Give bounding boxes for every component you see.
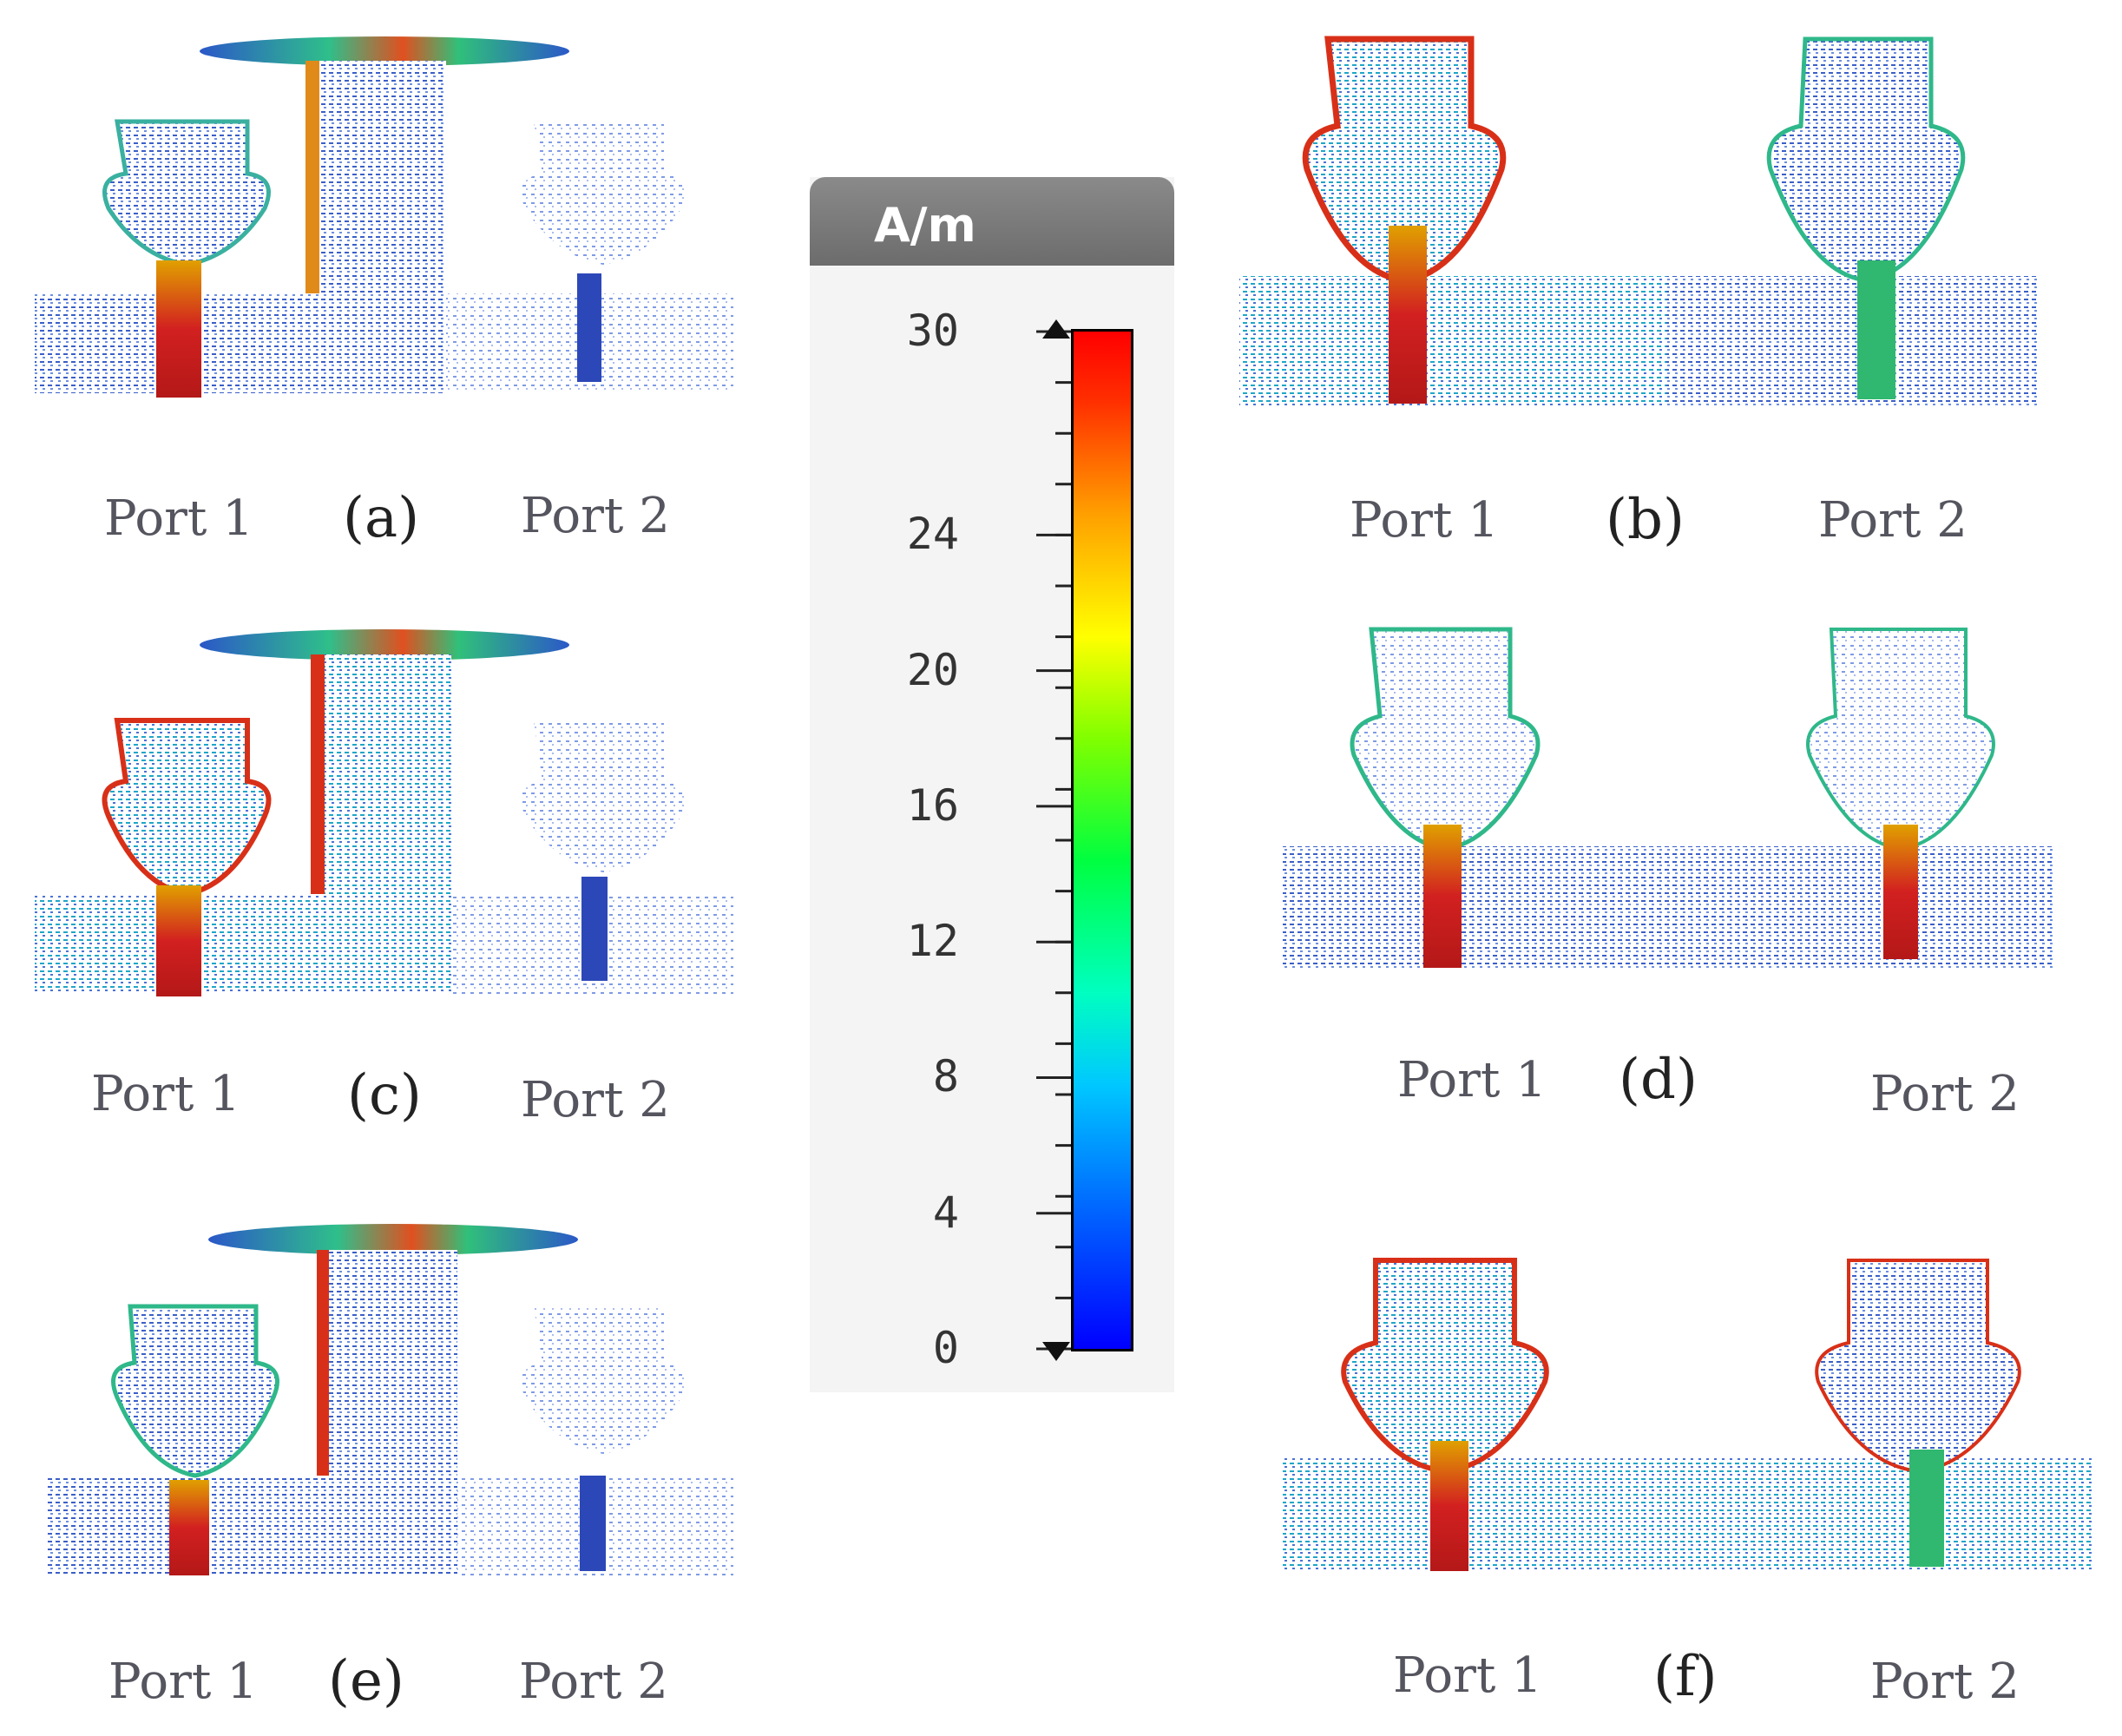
feed-port2 bbox=[580, 1476, 606, 1571]
panel-e-port1-label: Port 1 bbox=[108, 1654, 258, 1710]
vertical-stub bbox=[311, 654, 451, 898]
panel-b-port2-label: Port 2 bbox=[1818, 492, 1968, 549]
panel-c bbox=[35, 629, 733, 996]
legend-header: A/m bbox=[810, 177, 1174, 266]
feed-port1 bbox=[1430, 1441, 1468, 1571]
panel-a-tag: (a) bbox=[343, 486, 420, 550]
panel-e-port2-label: Port 2 bbox=[519, 1654, 668, 1710]
panel-d bbox=[1283, 627, 2055, 968]
feed-port2 bbox=[581, 877, 608, 981]
panel-c-tag: (c) bbox=[347, 1063, 422, 1128]
panel-f bbox=[1283, 1258, 2092, 1571]
colorbar-tick-label: 4 bbox=[932, 1187, 959, 1238]
panel-b bbox=[1239, 36, 2040, 406]
panel-c-port2-label: Port 2 bbox=[521, 1072, 670, 1128]
feed-port1 bbox=[156, 260, 201, 398]
patch-port1 bbox=[102, 718, 272, 898]
colorbar-tick-label: 0 bbox=[932, 1323, 959, 1373]
substrate-strip bbox=[1283, 1457, 2092, 1569]
colorbar-tick-label: 8 bbox=[932, 1051, 959, 1102]
top-disk bbox=[208, 1224, 578, 1255]
panel-a-port1-label: Port 1 bbox=[104, 490, 253, 547]
feed-port1 bbox=[156, 885, 201, 996]
panel-a bbox=[35, 36, 733, 398]
legend-unit-label: A/m bbox=[874, 198, 976, 253]
feed-port2 bbox=[577, 273, 601, 382]
top-disk bbox=[200, 629, 569, 661]
feed-port2 bbox=[1909, 1450, 1944, 1567]
colorbar-tick-label: 20 bbox=[906, 644, 959, 695]
panel-c-port1-label: Port 1 bbox=[91, 1066, 240, 1122]
patch-port2 bbox=[521, 122, 686, 265]
color-legend: A/m 30 24 20 16 12 8 4 0 bbox=[810, 177, 1174, 1392]
patch-port2 bbox=[521, 720, 686, 872]
vertical-stub bbox=[317, 1250, 457, 1493]
colorbar-tick-label: 30 bbox=[906, 306, 959, 356]
colorbar-max-arrow bbox=[1042, 319, 1070, 339]
colorbar bbox=[1071, 329, 1133, 1351]
patch-port1 bbox=[102, 119, 271, 267]
patch-port2 bbox=[1815, 1259, 2021, 1474]
panel-b-tag: (b) bbox=[1606, 488, 1685, 552]
feed-port1 bbox=[1423, 825, 1462, 968]
panel-d-port1-label: Port 1 bbox=[1397, 1052, 1547, 1108]
feed-port2 bbox=[1857, 260, 1895, 399]
panel-e-tag: (e) bbox=[328, 1649, 404, 1713]
panel-b-port1-label: Port 1 bbox=[1350, 492, 1499, 549]
vertical-stub bbox=[305, 61, 446, 299]
panel-e bbox=[48, 1224, 733, 1575]
panel-d-tag: (d) bbox=[1619, 1048, 1698, 1112]
colorbar-tick-label: 12 bbox=[906, 916, 959, 967]
panel-f-port1-label: Port 1 bbox=[1393, 1647, 1542, 1704]
panel-a-port2-label: Port 2 bbox=[521, 488, 670, 544]
panel-f-tag: (f) bbox=[1653, 1645, 1718, 1709]
substrate-strip bbox=[1283, 846, 2055, 968]
top-disk bbox=[200, 36, 569, 66]
colorbar-ticks bbox=[1036, 319, 1071, 1361]
colorbar-tick-label: 24 bbox=[906, 509, 959, 560]
patch-port2 bbox=[521, 1306, 686, 1454]
feed-port1 bbox=[169, 1480, 209, 1575]
patch-port1 bbox=[1341, 1258, 1549, 1475]
colorbar-tick-label: 16 bbox=[906, 779, 959, 831]
patch-port1 bbox=[1350, 627, 1541, 852]
panel-d-port2-label: Port 2 bbox=[1870, 1066, 2020, 1122]
feed-port2 bbox=[1883, 825, 1918, 959]
patch-port2 bbox=[1766, 36, 1966, 283]
panel-f-port2-label: Port 2 bbox=[1870, 1654, 2020, 1710]
patch-port1 bbox=[111, 1304, 279, 1478]
feed-port1 bbox=[1389, 226, 1427, 404]
patch-port2 bbox=[1806, 628, 1995, 852]
colorbar-min-arrow bbox=[1042, 1342, 1070, 1361]
